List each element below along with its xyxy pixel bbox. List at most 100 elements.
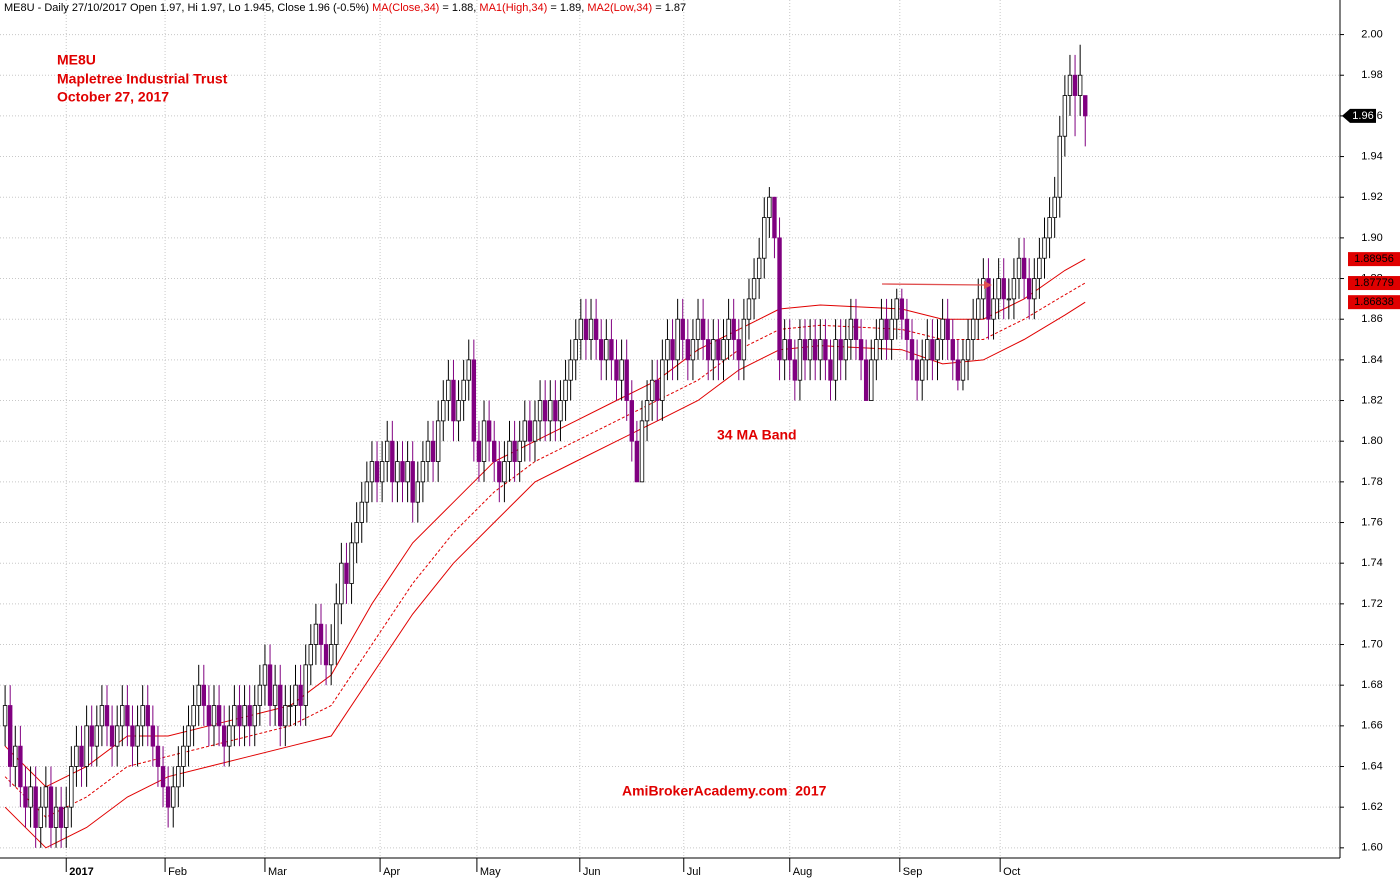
candle-body — [165, 786, 171, 808]
candle-body — [848, 318, 854, 340]
candle-body — [497, 461, 502, 483]
candle-body — [935, 339, 940, 361]
candle-body — [843, 339, 848, 361]
grid — [0, 0, 1340, 858]
candle-body — [262, 664, 268, 686]
candle-body — [756, 257, 762, 279]
candle-body — [578, 318, 584, 340]
candle-body — [74, 745, 79, 767]
candle-body — [690, 339, 696, 361]
candle-body — [486, 420, 492, 442]
candle-body — [145, 705, 150, 727]
candle-body — [79, 745, 84, 767]
candle-body — [344, 562, 349, 584]
candle-body — [160, 766, 166, 788]
candle-body — [435, 420, 441, 462]
candle-body — [155, 745, 161, 767]
candle-body — [833, 339, 838, 381]
candle-body — [502, 461, 507, 483]
candle-body — [609, 339, 614, 361]
candle-body — [716, 339, 721, 361]
candle-body — [283, 705, 288, 727]
candle-body — [176, 766, 181, 788]
candle-body — [807, 339, 813, 361]
candle-body — [614, 359, 619, 381]
candle-body — [863, 359, 869, 401]
candle-body — [430, 440, 436, 462]
annotation: 34 MA Band — [717, 427, 797, 443]
candle-body — [522, 420, 527, 442]
candle-body — [211, 705, 217, 727]
y-tick-label: 1.92 — [1361, 191, 1382, 203]
candle-body — [823, 339, 828, 361]
candle-body — [904, 318, 910, 340]
candle-body — [940, 318, 945, 340]
candle-body — [965, 339, 971, 361]
candle-body — [996, 278, 1001, 300]
candle-body — [247, 705, 252, 727]
candle-body — [390, 440, 395, 483]
candle-body — [604, 339, 609, 361]
value-box — [1348, 276, 1400, 291]
candle-body — [171, 786, 176, 808]
candle-body — [1016, 257, 1022, 279]
candle-body — [38, 806, 43, 828]
candle-body — [221, 725, 227, 747]
arrow-head — [984, 281, 992, 289]
candle-body — [884, 318, 889, 340]
candle-body — [700, 318, 706, 340]
header-part: = 1.89, — [547, 2, 587, 14]
candle-body — [354, 522, 359, 544]
candle-body — [726, 318, 731, 340]
candle-body — [828, 359, 833, 381]
candle-body — [639, 420, 645, 483]
candle-body — [125, 705, 130, 727]
candle-body — [558, 400, 563, 422]
candle-body — [792, 359, 798, 381]
annotations: ME8U Mapletree Industrial Trust October 27… — [57, 52, 827, 799]
candle-body — [1011, 278, 1017, 300]
value-box-label: 1.86838 — [1354, 296, 1394, 308]
candle-body — [379, 461, 385, 483]
candle-body — [1027, 278, 1032, 300]
candle-body — [272, 684, 278, 706]
candle-body — [267, 664, 273, 706]
candles — [2, 44, 1088, 848]
y-tick-label: 1.86 — [1361, 313, 1382, 325]
candle-body — [858, 339, 864, 361]
candle-body — [889, 318, 894, 340]
candle-body — [517, 440, 522, 462]
x-tick-label: Oct — [1003, 866, 1020, 878]
candle-body — [232, 705, 237, 727]
arrow — [881, 283, 987, 286]
candle-body — [374, 461, 380, 483]
y-tick-label: 1.84 — [1361, 354, 1382, 366]
candle-body — [288, 705, 293, 707]
candle-body — [986, 278, 991, 320]
value-box — [1348, 295, 1400, 310]
header-part: = 1.88, — [439, 2, 479, 14]
header-part: ME8U - Daily 27/10/2017 Open 1.97, Hi 1.… — [4, 2, 372, 14]
candle-body — [318, 623, 324, 645]
candle-body — [369, 461, 375, 483]
candle-body — [359, 501, 364, 523]
y-tick-label: 1.76 — [1361, 516, 1382, 528]
candle-body — [481, 420, 487, 462]
candle-body — [298, 684, 303, 706]
candle-body — [665, 339, 670, 361]
candle-body — [278, 684, 283, 727]
x-tick-label: Sep — [903, 866, 923, 878]
candle-body — [84, 725, 89, 767]
candle-body — [945, 318, 950, 340]
candle-body — [762, 217, 767, 259]
candle-body — [955, 359, 961, 381]
candle-body — [649, 379, 655, 401]
candle-body — [109, 725, 115, 747]
candle-body — [227, 725, 232, 747]
candle-body — [476, 440, 482, 462]
candle-body — [456, 400, 461, 422]
candle-body — [629, 400, 634, 442]
candle-body — [150, 725, 156, 747]
